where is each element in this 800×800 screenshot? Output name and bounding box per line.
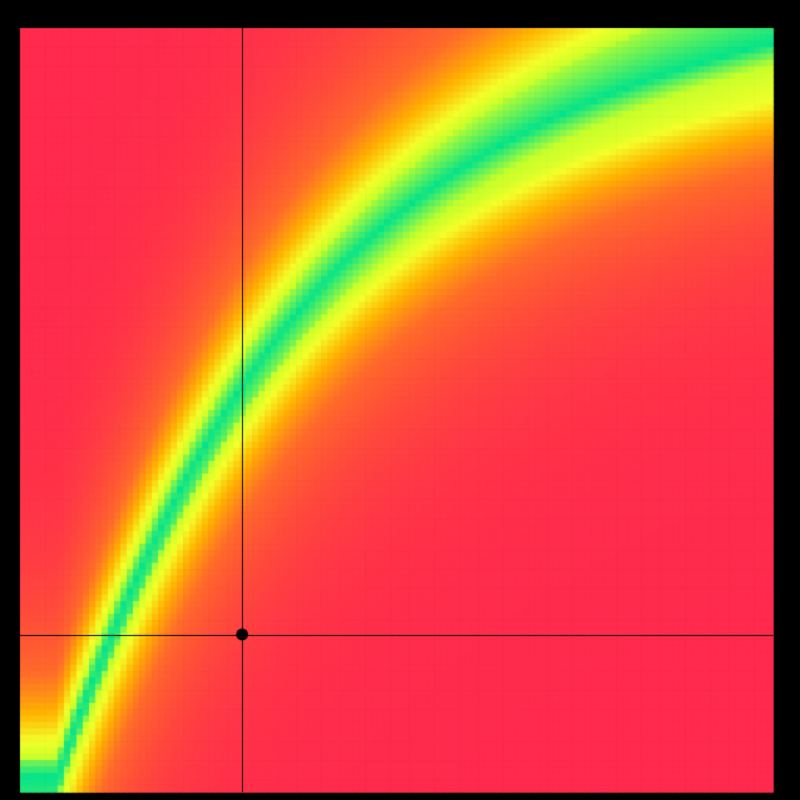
heatmap-canvas (0, 0, 800, 800)
watermark-text: TheBottleneck.com (567, 4, 770, 30)
chart-container: TheBottleneck.com (0, 0, 800, 800)
